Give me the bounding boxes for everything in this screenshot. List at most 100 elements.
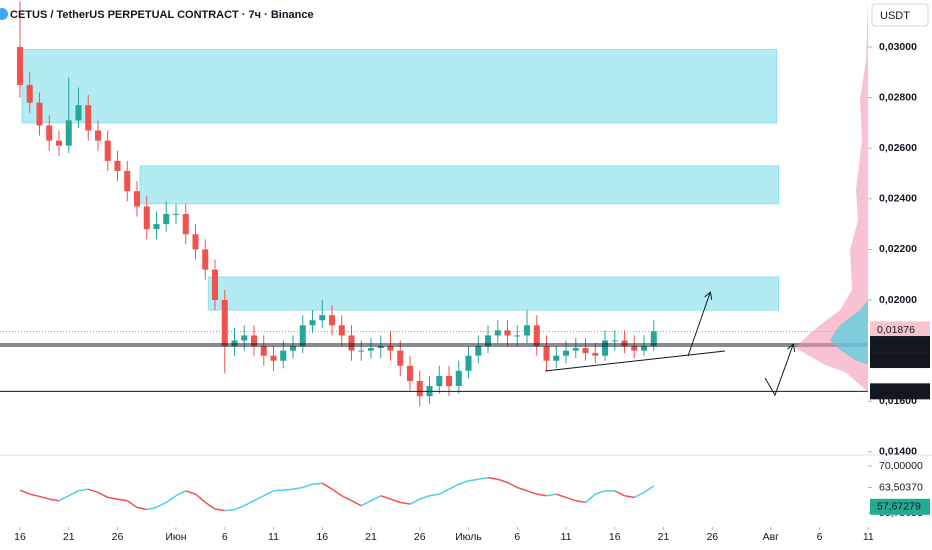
level-box bbox=[870, 336, 930, 353]
candle-body bbox=[104, 140, 111, 161]
candle-body bbox=[582, 348, 589, 354]
candle-body bbox=[94, 130, 102, 141]
oscillator-segment bbox=[575, 499, 586, 504]
candle-body bbox=[650, 331, 657, 346]
candle-body bbox=[289, 345, 297, 351]
oscillator-segment bbox=[29, 493, 40, 498]
chart-title: CETUS / TetherUS PERPETUAL CONTRACT · 7ч… bbox=[10, 9, 314, 21]
oscillator-segment bbox=[643, 485, 655, 494]
current-value-label: 57,67279 bbox=[877, 501, 921, 513]
x-tick-label: 6 bbox=[514, 531, 520, 543]
candle-body bbox=[182, 213, 189, 235]
candle-body bbox=[241, 335, 248, 341]
oscillator-segment bbox=[175, 490, 187, 497]
x-tick-label: 11 bbox=[268, 531, 279, 543]
y-tick-label: 0,01400 bbox=[879, 446, 917, 458]
oscillator-segment bbox=[565, 496, 577, 502]
oscillator-segment bbox=[517, 486, 528, 492]
x-tick-label: 26 bbox=[112, 531, 124, 543]
oscillator-segment bbox=[195, 493, 206, 503]
oscillator-segment bbox=[312, 482, 323, 485]
level-box bbox=[870, 383, 930, 400]
candle-body bbox=[523, 325, 531, 336]
candle-body bbox=[631, 345, 638, 351]
candle-body bbox=[621, 340, 628, 346]
oscillator-segment bbox=[448, 483, 460, 490]
y-tick-label: 0,02000 bbox=[879, 294, 917, 306]
candle-body bbox=[563, 350, 570, 356]
currency-button[interactable] bbox=[871, 3, 929, 27]
oscillator-segment bbox=[468, 478, 479, 482]
oscillator-segment bbox=[419, 495, 430, 500]
y-tick-label: 0,03000 bbox=[879, 41, 917, 53]
candle-body bbox=[114, 160, 121, 171]
oscillator-segment bbox=[165, 495, 177, 504]
x-tick-label: 16 bbox=[14, 531, 26, 543]
candle-body bbox=[85, 105, 92, 131]
oscillator-segment bbox=[507, 481, 518, 489]
candle-body bbox=[55, 140, 63, 146]
oscillator-segment bbox=[556, 493, 567, 499]
candle-body bbox=[46, 125, 53, 141]
y-tick-label: 0,02800 bbox=[879, 91, 917, 103]
level-label: 0,01639 bbox=[877, 385, 915, 397]
oscillator-segment bbox=[97, 491, 109, 499]
candle-body bbox=[163, 213, 170, 225]
axes: 0,03000 0,02800 0,02600 0,02400 0,02200 0,020… bbox=[14, 41, 930, 543]
candle-body bbox=[319, 315, 326, 321]
candle-body bbox=[641, 345, 648, 351]
coin-icon bbox=[0, 8, 8, 20]
x-tick-label: Июн bbox=[165, 531, 186, 543]
oscillator-segment bbox=[390, 498, 401, 504]
candle-body bbox=[231, 340, 238, 346]
zone bbox=[21, 49, 778, 124]
price-pane bbox=[0, 1, 868, 407]
oscillator-segment bbox=[49, 498, 60, 502]
oscillator-segment bbox=[380, 495, 391, 500]
candle-body bbox=[387, 345, 394, 351]
candle-body bbox=[75, 105, 82, 121]
oscillator-segment bbox=[185, 490, 196, 495]
candle-body bbox=[397, 350, 404, 366]
oscillator-segment bbox=[321, 482, 333, 490]
candle-body bbox=[445, 375, 453, 387]
candle-body bbox=[416, 380, 423, 397]
candle-body bbox=[16, 47, 24, 85]
y-tick-label: 0,02600 bbox=[879, 142, 917, 154]
oscillator-segment bbox=[88, 488, 99, 494]
y-tick-label: 70,00000 bbox=[879, 460, 923, 472]
zone bbox=[207, 276, 779, 311]
oscillator-segment bbox=[487, 476, 498, 480]
candle-body bbox=[455, 370, 462, 387]
candle-body bbox=[299, 325, 306, 346]
candle-body bbox=[377, 345, 384, 349]
candle-body bbox=[358, 350, 365, 352]
candle-body bbox=[65, 120, 72, 146]
oscillator-segment bbox=[58, 495, 70, 502]
x-tick-label: 16 bbox=[609, 531, 621, 543]
candle-body bbox=[533, 325, 540, 346]
y-tick-label: 63,50370 bbox=[879, 481, 923, 493]
oscillator-segment bbox=[107, 496, 118, 500]
oscillator-segment bbox=[156, 501, 167, 509]
oscillator-pane bbox=[19, 476, 655, 512]
oscillator-segment bbox=[614, 490, 625, 497]
trend-line bbox=[544, 350, 726, 372]
oscillator-segment bbox=[214, 508, 225, 512]
candle-body bbox=[260, 345, 267, 356]
x-tick-label: 21 bbox=[63, 531, 75, 543]
candle-body bbox=[133, 191, 141, 207]
candle-body bbox=[436, 375, 443, 387]
oscillator-segment bbox=[409, 498, 421, 505]
candle-body bbox=[221, 300, 228, 346]
oscillator-segment bbox=[68, 490, 79, 497]
oscillator-segment bbox=[39, 495, 50, 500]
oscillator-segment bbox=[302, 483, 313, 489]
candle-body bbox=[504, 330, 511, 336]
oscillator-segment bbox=[624, 495, 635, 499]
oscillator-segment bbox=[331, 488, 343, 497]
candle-body bbox=[465, 355, 472, 371]
oscillator-segment bbox=[633, 491, 645, 499]
candle-body bbox=[124, 170, 131, 192]
